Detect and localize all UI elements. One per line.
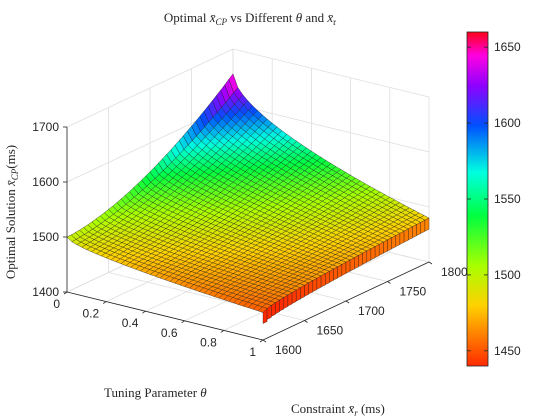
x-tick-label: 0.2 [83,307,100,321]
z-tick-label: 1400 [32,285,59,299]
x-axis-line [66,291,264,341]
surface-skirt-cell [391,235,396,249]
y-tick-mark [304,320,308,323]
x-tick-label: 0.8 [200,335,217,349]
surface-skirt-cell [304,282,309,297]
x-axis-label: Tuning Parameter θ [104,385,207,400]
surface-skirt-cell [308,280,313,295]
surface-skirt-cell [379,241,384,256]
surface-skirt-cell [325,271,330,285]
x-tick-mark [63,291,68,295]
axis-ticks: 1400 1500 1600 1700 0 0.2 0.4 0.6 0.8 1 1600 1650 17… [32,120,468,359]
y-tick-mark [262,339,267,343]
chart-title: Optimal x̄CP vs Different θ and x̄r [164,10,336,27]
surface-skirt-cell [320,273,326,288]
grid-line [232,48,430,98]
surface-skirt-cell [312,278,318,292]
surface-skirt-cell [266,305,272,320]
surface-skirt-cell [287,292,293,307]
surface-skirt-cell [370,246,376,261]
grid-line [66,48,234,128]
x-tick-mark [220,330,225,333]
surface-skirt-cell [300,284,305,299]
surface-skirt-cell [296,287,301,302]
colorbar-ticks: 1450 1500 1550 1600 1650 [467,40,521,358]
y-tick-label: 1700 [358,304,385,318]
grid-line [232,103,430,153]
surface-skirt-cell [387,237,392,252]
surface-skirt-cell [399,230,405,245]
surface-skirt-cell [395,233,401,247]
surface-skirt-cell [349,257,355,272]
surface-skirt-cell [416,222,421,236]
surface-skirt-cell [316,275,322,290]
colorbar-tick-label: 1500 [494,268,521,282]
surface-skirt-cell [271,302,276,317]
colorbar-tick-label: 1600 [494,116,521,130]
surface-skirt-cell [333,266,338,281]
z-tick-label: 1500 [32,230,59,244]
z-axis-label: Optimal Solution x̄CP(ms) [3,145,20,279]
surface-skirt-cell [420,219,426,234]
surface-skirt-cell [412,224,417,238]
surface-skirt-cell [374,244,380,258]
x-tick-label: 0.6 [161,326,178,340]
y-tick-label: 1800 [441,265,468,279]
y-tick-label: 1600 [275,343,302,357]
z-tick-label: 1600 [32,175,59,189]
surface-skirt-cell [345,259,351,274]
x-tick-mark [181,320,185,324]
x-tick-label: 0 [53,297,60,311]
y-tick-label: 1650 [317,324,344,338]
surface-skirt-cell [341,261,347,276]
x-tick-mark [102,301,107,304]
x-tick-mark [142,310,146,314]
surface-skirt-cell [279,297,284,312]
x-tick-label: 0.4 [122,316,139,330]
colorbar-tick-label: 1450 [494,344,521,358]
surface-skirt-cell [424,217,430,232]
surface-skirt-cell [358,252,363,267]
surface-skirt-cell [362,250,367,265]
surface-skirt-cell [283,294,289,309]
x-tick-mark [259,339,264,343]
surface-skirt-cell [354,255,359,269]
y-tick-mark [428,261,433,265]
surface-mesh [66,73,430,324]
surface-skirt-cell [366,248,372,263]
y-tick-label: 1750 [400,285,427,299]
z-tick-label: 1700 [32,120,59,134]
surface-skirt-cell [275,299,280,314]
surface-skirt-cell [403,228,409,243]
x-tick-label: 1 [249,345,256,359]
surface-skirt-cell [329,268,334,283]
surface-skirt-cell [337,264,343,279]
surface-skirt-cell [408,226,413,241]
surface-skirt-cell [383,239,388,254]
y-tick-mark [387,281,391,284]
colorbar-tick-label: 1650 [494,40,521,54]
y-axis-label: Constraint x̄r (ms) [291,401,385,418]
surface-skirt-cell [291,289,297,304]
colorbar-tick-label: 1550 [494,192,521,206]
surface-skirt-cell [262,307,268,324]
colorbar: 1450 1500 1550 1600 1650 [466,31,521,367]
y-tick-mark [345,300,350,304]
